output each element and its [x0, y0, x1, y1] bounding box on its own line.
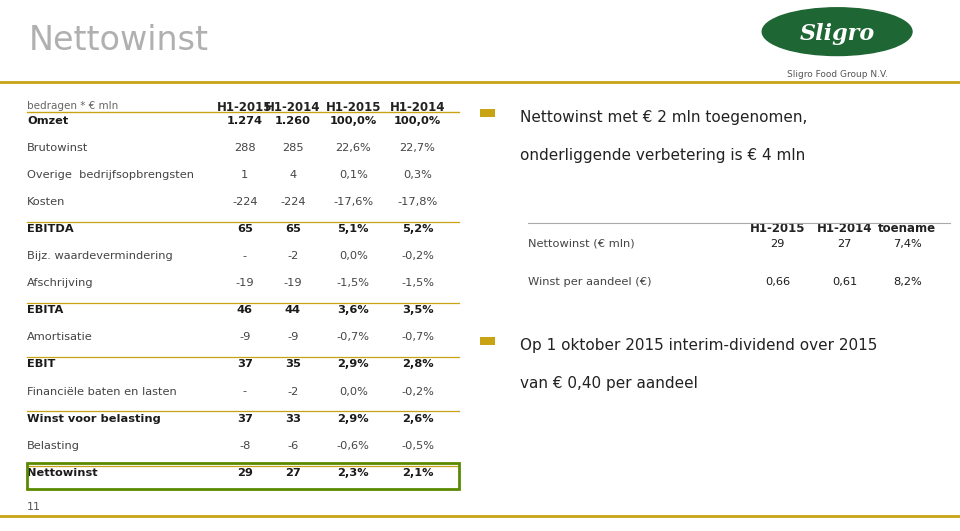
Text: Nettowinst met € 2 mln toegenomen,: Nettowinst met € 2 mln toegenomen,	[520, 110, 807, 125]
Text: 37: 37	[237, 414, 252, 424]
Text: -224: -224	[232, 197, 257, 207]
Text: van € 0,40 per aandeel: van € 0,40 per aandeel	[520, 376, 698, 391]
Text: 37: 37	[237, 359, 252, 370]
Text: 0,61: 0,61	[832, 277, 857, 287]
Text: -6: -6	[287, 441, 299, 451]
Text: -8: -8	[239, 441, 251, 451]
Text: 285: 285	[282, 143, 303, 153]
Text: Belasting: Belasting	[27, 441, 80, 451]
Ellipse shape	[762, 8, 912, 56]
Text: EBITA: EBITA	[27, 305, 63, 315]
Text: onderliggende verbetering is € 4 mln: onderliggende verbetering is € 4 mln	[520, 148, 805, 162]
Text: Op 1 oktober 2015 interim-dividend over 2015: Op 1 oktober 2015 interim-dividend over …	[520, 338, 877, 353]
Text: 1.260: 1.260	[275, 116, 311, 126]
Text: Sligro: Sligro	[800, 23, 875, 45]
Text: 65: 65	[285, 224, 300, 234]
Text: H1-2014: H1-2014	[817, 222, 873, 235]
Text: H1-2014: H1-2014	[390, 101, 445, 114]
Text: bedragen * € mln: bedragen * € mln	[27, 101, 118, 111]
Text: 0,0%: 0,0%	[339, 387, 368, 397]
Text: -0,7%: -0,7%	[401, 332, 434, 342]
Text: -0,7%: -0,7%	[337, 332, 370, 342]
Text: H1-2015: H1-2015	[750, 222, 805, 235]
Text: 7,4%: 7,4%	[893, 239, 922, 249]
Text: -19: -19	[235, 278, 254, 288]
Text: Omzet: Omzet	[27, 116, 68, 126]
Text: 1.274: 1.274	[227, 116, 263, 126]
Text: Nettowinst: Nettowinst	[29, 24, 209, 57]
Text: Sligro Food Group N.V.: Sligro Food Group N.V.	[786, 71, 888, 80]
Text: 3,6%: 3,6%	[337, 305, 370, 315]
Text: 100,0%: 100,0%	[394, 116, 442, 126]
Text: -2: -2	[287, 387, 299, 397]
Text: -9: -9	[239, 332, 251, 342]
Text: 27: 27	[285, 468, 300, 478]
Text: -0,2%: -0,2%	[401, 387, 434, 397]
Text: 8,2%: 8,2%	[893, 277, 922, 287]
Text: 0,3%: 0,3%	[403, 170, 432, 180]
Text: 0,0%: 0,0%	[339, 251, 368, 261]
Text: 33: 33	[285, 414, 300, 424]
Text: 44: 44	[285, 305, 300, 315]
Text: 65: 65	[237, 224, 252, 234]
Text: H1-2014: H1-2014	[265, 101, 321, 114]
Text: -1,5%: -1,5%	[401, 278, 434, 288]
Text: Kosten: Kosten	[27, 197, 65, 207]
Text: Brutowinst: Brutowinst	[27, 143, 88, 153]
Text: 2,8%: 2,8%	[402, 359, 433, 370]
Text: 0,66: 0,66	[765, 277, 790, 287]
Text: 288: 288	[234, 143, 255, 153]
Text: 5,2%: 5,2%	[402, 224, 433, 234]
Text: 35: 35	[285, 359, 300, 370]
Text: -9: -9	[287, 332, 299, 342]
Text: Nettowinst (€ mln): Nettowinst (€ mln)	[528, 239, 635, 249]
Text: -17,8%: -17,8%	[397, 197, 438, 207]
Text: -2: -2	[287, 251, 299, 261]
Text: EBITDA: EBITDA	[27, 224, 74, 234]
Text: 3,5%: 3,5%	[402, 305, 433, 315]
Text: Afschrijving: Afschrijving	[27, 278, 93, 288]
Text: -19: -19	[283, 278, 302, 288]
Text: H1-2015: H1-2015	[325, 101, 381, 114]
Text: -: -	[243, 251, 247, 261]
Text: -224: -224	[280, 197, 305, 207]
Text: Financiële baten en lasten: Financiële baten en lasten	[27, 387, 177, 397]
Text: Overige  bedrijfsopbrengsten: Overige bedrijfsopbrengsten	[27, 170, 194, 180]
Text: Winst voor belasting: Winst voor belasting	[27, 414, 160, 424]
Text: -: -	[243, 387, 247, 397]
Text: 2,9%: 2,9%	[338, 359, 369, 370]
Text: 2,6%: 2,6%	[402, 414, 433, 424]
Text: -0,5%: -0,5%	[401, 441, 434, 451]
Text: 0,1%: 0,1%	[339, 170, 368, 180]
Text: H1-2015: H1-2015	[217, 101, 273, 114]
Text: 1: 1	[241, 170, 249, 180]
Text: 22,7%: 22,7%	[399, 143, 436, 153]
Text: 11: 11	[27, 502, 41, 512]
Text: toename: toename	[878, 222, 936, 235]
Text: Amortisatie: Amortisatie	[27, 332, 92, 342]
Text: Nettowinst: Nettowinst	[27, 468, 98, 478]
Text: Winst per aandeel (€): Winst per aandeel (€)	[528, 277, 652, 287]
Text: -0,6%: -0,6%	[337, 441, 370, 451]
Text: 2,9%: 2,9%	[338, 414, 369, 424]
Text: 22,6%: 22,6%	[335, 143, 372, 153]
Text: 46: 46	[237, 305, 252, 315]
Text: 2,1%: 2,1%	[402, 468, 433, 478]
Text: 4: 4	[289, 170, 297, 180]
Text: 2,3%: 2,3%	[338, 468, 369, 478]
Text: -17,6%: -17,6%	[333, 197, 373, 207]
Text: EBIT: EBIT	[27, 359, 56, 370]
Text: 27: 27	[838, 239, 852, 249]
Text: 5,1%: 5,1%	[338, 224, 369, 234]
Text: -0,2%: -0,2%	[401, 251, 434, 261]
Text: 29: 29	[771, 239, 784, 249]
Text: 100,0%: 100,0%	[329, 116, 377, 126]
Text: 29: 29	[237, 468, 252, 478]
Text: Bijz. waardevermindering: Bijz. waardevermindering	[27, 251, 173, 261]
Text: -1,5%: -1,5%	[337, 278, 370, 288]
